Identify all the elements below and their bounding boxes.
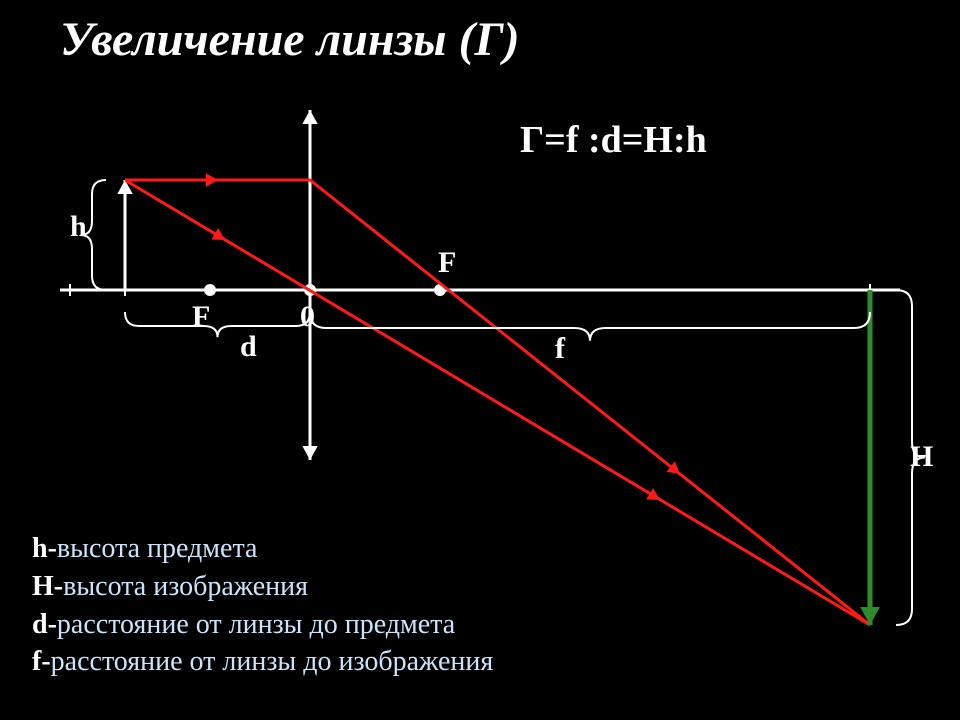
magnification-formula: Г=f :d=H:h bbox=[520, 118, 707, 162]
label-F-left: F bbox=[192, 300, 210, 334]
label-H: H bbox=[910, 440, 933, 474]
label-h: h bbox=[70, 210, 87, 244]
legend-sym: h- bbox=[32, 533, 57, 564]
slide-title: Увеличение линзы (Г) bbox=[60, 12, 520, 67]
legend-row: H-высота изображения bbox=[32, 568, 493, 606]
legend-sym: d- bbox=[32, 609, 57, 640]
label-d: d bbox=[240, 330, 257, 364]
label-origin: 0 bbox=[300, 300, 315, 334]
legend-desc: расстояние от линзы до предмета bbox=[57, 609, 455, 640]
legend-desc: расстояние от линзы до изображения bbox=[51, 646, 494, 677]
legend: h-высота предмета H-высота изображения d… bbox=[32, 530, 493, 681]
legend-row: h-высота предмета bbox=[32, 530, 493, 568]
slide-container: Увеличение линзы (Г) Г=f :d=H:h h F d 0 … bbox=[0, 0, 960, 720]
legend-desc: высота изображения bbox=[63, 571, 308, 602]
legend-sym: f- bbox=[32, 646, 51, 677]
label-f: f bbox=[555, 332, 565, 366]
label-F-right: F bbox=[438, 246, 456, 280]
legend-sym: H- bbox=[32, 571, 63, 602]
legend-row: f-расстояние от линзы до изображения bbox=[32, 643, 493, 681]
legend-desc: высота предмета bbox=[57, 533, 258, 564]
legend-row: d-расстояние от линзы до предмета bbox=[32, 606, 493, 644]
